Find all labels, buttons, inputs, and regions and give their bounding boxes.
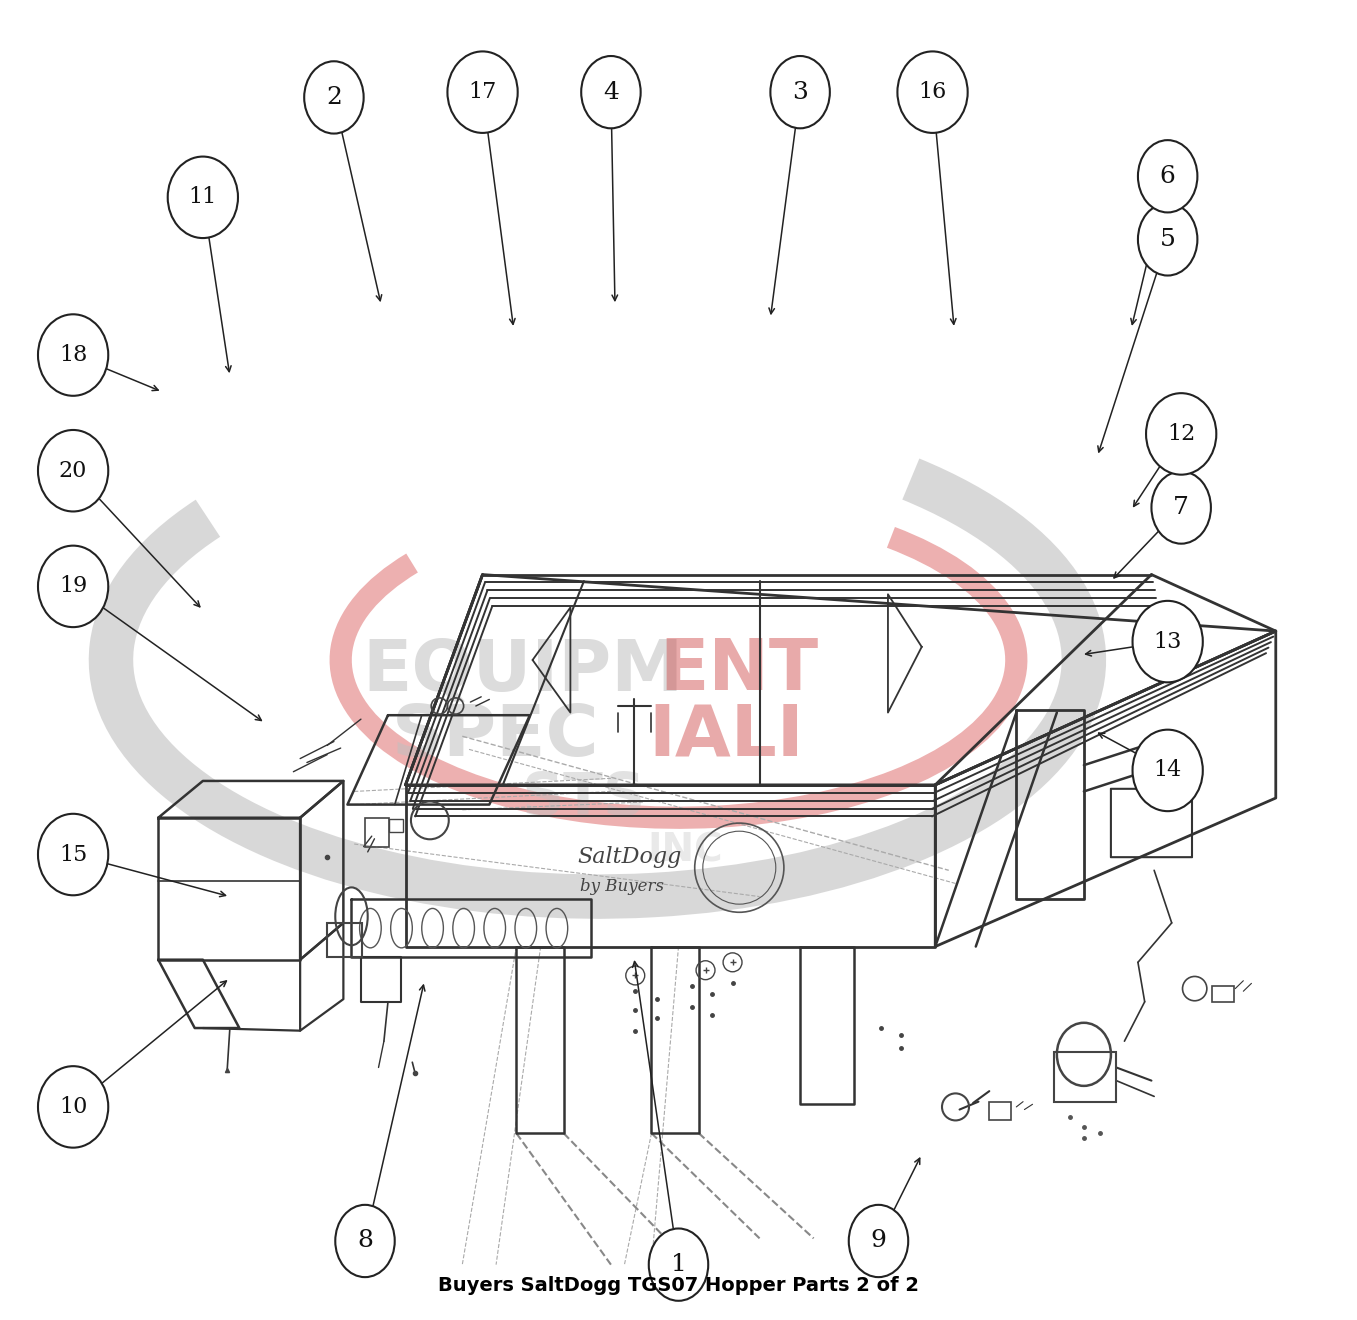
Text: 6: 6 (1160, 165, 1175, 187)
Bar (365, 817, 389, 846)
Text: 20: 20 (58, 459, 87, 482)
Text: STS: STS (522, 770, 646, 826)
Ellipse shape (1152, 471, 1210, 544)
Text: 4: 4 (603, 81, 619, 104)
Bar (989, 1102, 1011, 1121)
Ellipse shape (38, 814, 109, 895)
Text: ENT: ENT (660, 636, 818, 705)
Text: 17: 17 (468, 81, 497, 103)
Ellipse shape (38, 545, 109, 627)
Ellipse shape (38, 314, 109, 396)
Ellipse shape (38, 1067, 109, 1147)
Text: 11: 11 (189, 186, 217, 209)
Text: 18: 18 (58, 345, 87, 366)
Ellipse shape (848, 1205, 908, 1278)
Ellipse shape (581, 55, 641, 128)
Text: SPEC: SPEC (392, 702, 600, 771)
Text: 7: 7 (1174, 496, 1189, 519)
Text: by Buyers: by Buyers (579, 878, 664, 895)
Text: 13: 13 (1153, 631, 1182, 652)
Ellipse shape (649, 1229, 708, 1300)
Ellipse shape (1147, 393, 1216, 475)
Text: 2: 2 (326, 86, 342, 110)
Text: Buyers SaltDogg TGS07 Hopper Parts 2 of 2: Buyers SaltDogg TGS07 Hopper Parts 2 of … (438, 1276, 919, 1295)
Text: 14: 14 (1153, 759, 1182, 781)
Text: 16: 16 (919, 81, 947, 103)
Ellipse shape (1139, 140, 1197, 213)
Ellipse shape (1139, 203, 1197, 276)
Text: 8: 8 (357, 1229, 373, 1253)
Ellipse shape (897, 51, 968, 133)
Bar (327, 923, 362, 957)
Text: EQUIPM: EQUIPM (362, 636, 684, 705)
Text: 5: 5 (1160, 228, 1175, 251)
Text: IALI: IALI (649, 702, 803, 771)
Ellipse shape (771, 55, 830, 128)
Bar (389, 818, 403, 832)
Ellipse shape (304, 61, 364, 133)
Ellipse shape (38, 430, 109, 511)
Text: 15: 15 (58, 843, 87, 866)
Bar (1212, 986, 1234, 1002)
Text: INC: INC (647, 832, 723, 870)
Text: 19: 19 (58, 576, 87, 598)
Text: 12: 12 (1167, 422, 1196, 445)
Text: 9: 9 (871, 1229, 886, 1253)
Ellipse shape (1133, 730, 1202, 812)
Text: 3: 3 (792, 81, 807, 104)
Text: SaltDogg: SaltDogg (578, 846, 683, 869)
Ellipse shape (1133, 601, 1202, 682)
Bar (1054, 1052, 1117, 1102)
Ellipse shape (168, 157, 237, 238)
Text: 1: 1 (670, 1253, 687, 1276)
Ellipse shape (448, 51, 518, 133)
Ellipse shape (335, 1205, 395, 1278)
Text: 10: 10 (58, 1096, 87, 1118)
